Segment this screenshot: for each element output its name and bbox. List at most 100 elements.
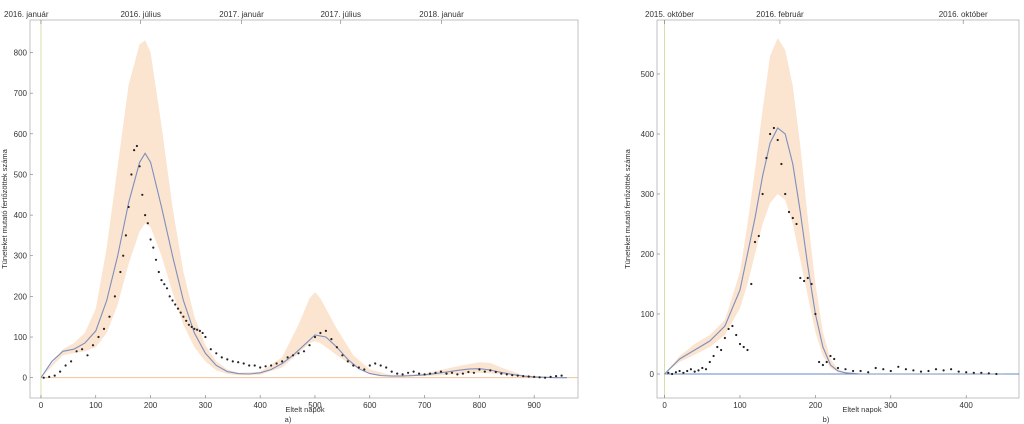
observed-point — [787, 210, 791, 214]
observed-point — [127, 205, 130, 209]
observed-point — [912, 369, 915, 372]
observed-point — [59, 370, 62, 373]
observed-point — [42, 376, 45, 379]
observed-point — [776, 138, 779, 142]
observed-point — [712, 354, 715, 358]
observed-point — [297, 352, 300, 355]
observed-point — [439, 370, 443, 373]
observed-point — [934, 368, 938, 371]
observed-point — [549, 375, 552, 378]
observed-point — [731, 324, 734, 328]
observed-point — [889, 369, 892, 373]
panel-caption-b: b) — [823, 415, 830, 424]
observed-point — [149, 238, 152, 241]
observed-point — [472, 371, 475, 374]
y-tick-label: 500 — [641, 70, 655, 79]
observed-point — [70, 360, 73, 363]
observed-point — [264, 365, 267, 368]
observed-point — [927, 369, 930, 373]
observed-point — [678, 369, 681, 373]
observed-point — [716, 345, 719, 349]
observed-point — [163, 283, 166, 286]
observed-point — [836, 366, 840, 370]
observed-point — [720, 348, 723, 352]
date-label: 2015. október — [645, 10, 694, 19]
observed-point — [363, 368, 366, 371]
layer-dates-b: 2015. október 2016. február 2016. október — [645, 10, 988, 24]
x-tick-label: 500 — [308, 401, 322, 410]
observed-point — [810, 282, 813, 286]
date-label: 2018. január — [419, 10, 464, 19]
y-tick-label: 600 — [14, 130, 28, 139]
layer-observed-a — [42, 144, 563, 379]
chart-panel-b: 0 100 200 300 400 0 100 200 300 400 500 2015. októ… — [623, 10, 1020, 424]
observed-point — [81, 348, 84, 351]
observed-point — [867, 371, 870, 374]
x-tick-label: 400 — [253, 401, 267, 410]
observed-point — [483, 370, 486, 373]
observed-point — [533, 375, 536, 378]
model-curve — [40, 152, 567, 379]
observed-point — [489, 369, 492, 372]
observed-point — [500, 372, 503, 375]
observed-point — [987, 372, 990, 375]
observed-point — [187, 323, 190, 326]
observed-point — [428, 372, 432, 375]
date-label: 2017. július — [320, 10, 360, 19]
observed-point — [335, 346, 338, 349]
observed-point — [193, 327, 196, 330]
observed-point — [505, 373, 508, 376]
y-tick-label: 700 — [14, 89, 28, 98]
observed-point — [757, 234, 760, 238]
observed-point — [407, 371, 410, 374]
x-tick-label: 0 — [662, 401, 667, 410]
date-label: 2016. január — [4, 10, 49, 19]
x-tick-label: 700 — [418, 401, 432, 410]
observed-point — [133, 149, 136, 152]
observed-point — [308, 344, 311, 347]
observed-point — [302, 350, 306, 353]
y-tick-label: 200 — [641, 250, 655, 259]
model-curve — [664, 127, 1004, 375]
observed-point — [198, 329, 201, 332]
observed-point — [253, 364, 256, 367]
x-tick-label: 100 — [89, 401, 103, 410]
observed-point — [64, 364, 67, 367]
observed-point — [113, 295, 116, 298]
observed-point — [795, 222, 798, 226]
observed-point — [204, 335, 207, 339]
observed-point — [185, 319, 188, 322]
observed-point — [160, 279, 163, 282]
observed-point — [434, 371, 437, 374]
observed-point — [735, 333, 738, 337]
observed-point — [772, 126, 776, 130]
observed-point — [102, 327, 106, 330]
x-tick-label: 200 — [809, 401, 823, 410]
observed-point — [291, 354, 295, 357]
observed-point — [385, 366, 388, 369]
observed-point — [154, 258, 158, 261]
observed-point — [753, 240, 757, 244]
y-tick-label: 300 — [14, 252, 28, 261]
x-axis-label-b: Eltelt napok — [842, 405, 881, 414]
observed-point — [152, 246, 155, 249]
observed-point — [286, 356, 289, 359]
observed-point — [357, 366, 360, 369]
y-tick-label: 100 — [14, 333, 28, 342]
y-tick-label: 200 — [14, 292, 28, 301]
observed-point — [829, 354, 832, 358]
observed-point — [281, 360, 284, 363]
confidence-band — [41, 40, 567, 378]
observed-point — [201, 331, 204, 335]
observed-point — [196, 328, 199, 331]
observed-point — [784, 192, 787, 196]
observed-point — [689, 368, 693, 371]
observed-point — [859, 369, 862, 373]
observed-point — [91, 344, 95, 347]
x-tick-label: 900 — [527, 401, 541, 410]
observed-point — [972, 371, 975, 374]
layer-dates-a: 2016. január 2016. július 2017. január 2017… — [4, 10, 464, 24]
observed-point — [852, 369, 855, 373]
observed-point — [168, 295, 171, 298]
